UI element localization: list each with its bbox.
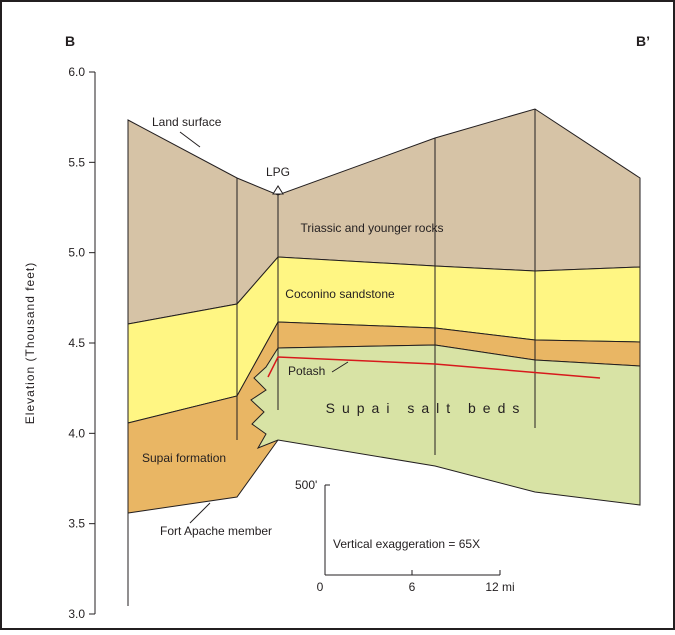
y-tick-label: 3.0 — [68, 607, 85, 621]
scale-label: 12 mi — [485, 580, 514, 594]
label: Land surface — [152, 115, 222, 129]
label: Supai formation — [142, 451, 226, 465]
scale-label: Vertical exaggeration = 65X — [333, 537, 480, 551]
label: Supai salt beds — [326, 400, 527, 416]
y-tick-label: 5.5 — [68, 155, 85, 169]
y-tick-label: 4.0 — [68, 426, 85, 440]
label: Coconino sandstone — [285, 287, 395, 301]
scale-label: 500' — [295, 478, 317, 492]
y-tick-label: 6.0 — [68, 65, 85, 79]
label: Triassic and younger rocks — [301, 221, 444, 235]
section-start: B — [65, 33, 75, 49]
label: LPG — [266, 165, 290, 179]
y-axis-label: Elevation (Thousand feet) — [23, 262, 37, 424]
section-end: B’ — [636, 33, 650, 49]
label: Potash — [288, 364, 325, 378]
label: Fort Apache member — [160, 524, 272, 538]
y-tick-label: 3.5 — [68, 517, 85, 531]
scale-label: 6 — [409, 580, 416, 594]
scale-label: 0 — [317, 580, 324, 594]
y-tick-label: 5.0 — [68, 246, 85, 260]
cross-section: B B’ Land surface LPG Triassic and young… — [0, 0, 675, 630]
y-tick-label: 4.5 — [68, 336, 85, 350]
